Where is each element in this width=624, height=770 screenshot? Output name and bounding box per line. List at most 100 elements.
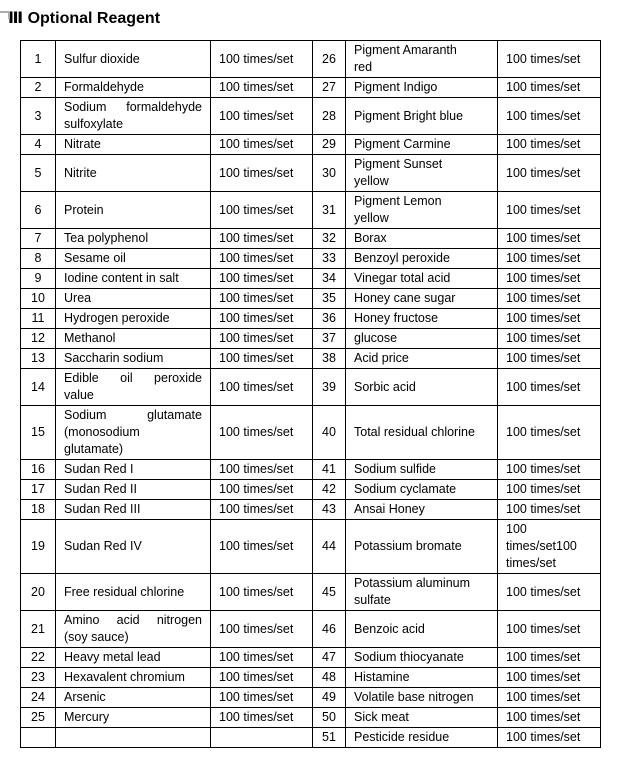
reagent-name-cell: Hexavalent chromium	[55, 667, 211, 688]
row-number-cell: 14	[20, 368, 56, 406]
quantity-cell: 100 times/set	[210, 191, 313, 229]
row-number-cell: 22	[20, 647, 56, 668]
reagent-name-cell: Potassium bromate	[345, 519, 498, 574]
reagent-name-cell: Tea polyphenol	[55, 228, 211, 249]
window-corner-artifact	[0, 11, 10, 19]
quantity-cell: 100 times/set	[497, 647, 601, 668]
reagent-name-cell: Nitrite	[55, 154, 211, 192]
row-number-cell: 19	[20, 519, 56, 574]
row-number-cell: 27	[312, 77, 346, 98]
row-number-cell: 28	[312, 97, 346, 135]
row-number-cell: 23	[20, 667, 56, 688]
quantity-cell: 100 times/set	[210, 97, 313, 135]
reagent-name-cell: Benzoyl peroxide	[345, 248, 498, 269]
quantity-cell: 100 times/set	[497, 573, 601, 611]
table-row: 10 Urea 100 times/set 35 Honey cane sugar 100…	[20, 288, 601, 309]
quantity-cell: 100 times/set	[497, 288, 601, 309]
row-number-cell: 42	[312, 479, 346, 500]
quantity-cell: 100 times/set	[210, 154, 313, 192]
reagent-name-cell: Heavy metal lead	[55, 647, 211, 668]
quantity-cell: 100 times/set	[497, 248, 601, 269]
quantity-cell: 100 times/set	[210, 667, 313, 688]
reagent-name-cell: Amino acid nitrogen (soy sauce)	[55, 610, 211, 648]
reagent-name-cell: Borax	[345, 228, 498, 249]
table-row: 5 Nitrite 100 times/set 30 Pigment Sunset yel…	[20, 154, 601, 192]
quantity-cell	[210, 727, 313, 748]
reagent-name-cell: Nitrate	[55, 134, 211, 155]
reagent-name-cell: Edible oil peroxide value	[55, 368, 211, 406]
table-row: 18 Sudan Red III 100 times/set 43 Ansai Hone…	[20, 499, 601, 520]
reagent-name-cell: Saccharin sodium	[55, 348, 211, 369]
row-number-cell: 13	[20, 348, 56, 369]
row-number-cell: 37	[312, 328, 346, 349]
reagent-name-cell: Sodium glutamate (monosodium glutamate)	[55, 405, 211, 460]
quantity-cell: 100 times/set	[210, 368, 313, 406]
quantity-cell: 100 times/set	[210, 40, 313, 78]
row-number-cell: 34	[312, 268, 346, 289]
quantity-cell: 100 times/set100 times/set	[497, 519, 601, 574]
reagent-name-cell: Ansai Honey	[345, 499, 498, 520]
row-number-cell: 46	[312, 610, 346, 648]
reagent-name-cell: Methanol	[55, 328, 211, 349]
table-row: 19 Sudan Red IV 100 times/set 44 Potassium b…	[20, 519, 601, 574]
reagent-name-cell: Pigment Bright blue	[345, 97, 498, 135]
row-number-cell: 16	[20, 459, 56, 480]
row-number-cell: 47	[312, 647, 346, 668]
table-row: 20 Free residual chlorine 100 times/set 45 P…	[20, 573, 601, 611]
reagent-name-cell: Hydrogen peroxide	[55, 308, 211, 329]
row-number-cell: 33	[312, 248, 346, 269]
row-number-cell: 8	[20, 248, 56, 269]
reagent-name-cell: Histamine	[345, 667, 498, 688]
table-row: 24 Arsenic 100 times/set 49 Volatile base ni…	[20, 687, 601, 708]
reagent-name-cell: Free residual chlorine	[55, 573, 211, 611]
row-number-cell: 2	[20, 77, 56, 98]
quantity-cell: 100 times/set	[210, 328, 313, 349]
quantity-cell: 100 times/set	[497, 499, 601, 520]
quantity-cell: 100 times/set	[497, 328, 601, 349]
quantity-cell: 100 times/set	[497, 459, 601, 480]
row-number-cell: 20	[20, 573, 56, 611]
quantity-cell: 100 times/set	[210, 687, 313, 708]
quantity-cell: 100 times/set	[497, 268, 601, 289]
reagent-table-body: 1 Sulfur dioxide 100 times/set 26 Pigment Am…	[20, 40, 601, 748]
quantity-cell: 100 times/set	[497, 667, 601, 688]
row-number-cell: 21	[20, 610, 56, 648]
reagent-name-cell: Sulfur dioxide	[55, 40, 211, 78]
quantity-cell: 100 times/set	[210, 499, 313, 520]
reagent-name-cell: Sudan Red II	[55, 479, 211, 500]
reagent-name-cell: glucose	[345, 328, 498, 349]
table-row: 2 Formaldehyde 100 times/set 27 Pigment Indi…	[20, 77, 601, 98]
row-number-cell: 38	[312, 348, 346, 369]
row-number-cell: 40	[312, 405, 346, 460]
row-number-cell: 17	[20, 479, 56, 500]
row-number-cell: 12	[20, 328, 56, 349]
reagent-name-cell: Sodium cyclamate	[345, 479, 498, 500]
reagent-name-cell: Sudan Red III	[55, 499, 211, 520]
row-number-cell	[20, 727, 56, 748]
row-number-cell: 44	[312, 519, 346, 574]
table-row: 25 Mercury 100 times/set 50 Sick meat 100 tim…	[20, 707, 601, 728]
reagent-name-cell: Pigment Sunset yellow	[345, 154, 498, 192]
reagent-name-cell: Sodium thiocyanate	[345, 647, 498, 668]
row-number-cell: 1	[20, 40, 56, 78]
table-row: 15 Sodium glutamate (monosodium glutamate) 1…	[20, 405, 601, 460]
row-number-cell: 7	[20, 228, 56, 249]
quantity-cell: 100 times/set	[497, 134, 601, 155]
table-row: 1 Sulfur dioxide 100 times/set 26 Pigment Am…	[20, 40, 601, 78]
table-row: 13 Saccharin sodium 100 times/set 38 Acid pr…	[20, 348, 601, 369]
quantity-cell: 100 times/set	[210, 228, 313, 249]
quantity-cell: 100 times/set	[210, 573, 313, 611]
quantity-cell: 100 times/set	[210, 707, 313, 728]
row-number-cell: 49	[312, 687, 346, 708]
quantity-cell: 100 times/set	[210, 77, 313, 98]
quantity-cell: 100 times/set	[497, 610, 601, 648]
reagent-name-cell: Potassium aluminum sulfate	[345, 573, 498, 611]
row-number-cell: 3	[20, 97, 56, 135]
quantity-cell: 100 times/set	[210, 519, 313, 574]
row-number-cell: 29	[312, 134, 346, 155]
row-number-cell: 36	[312, 308, 346, 329]
row-number-cell: 50	[312, 707, 346, 728]
reagent-name-cell: Volatile base nitrogen	[345, 687, 498, 708]
reagent-name-cell: Sodium sulfide	[345, 459, 498, 480]
reagent-name-cell: Sudan Red IV	[55, 519, 211, 574]
